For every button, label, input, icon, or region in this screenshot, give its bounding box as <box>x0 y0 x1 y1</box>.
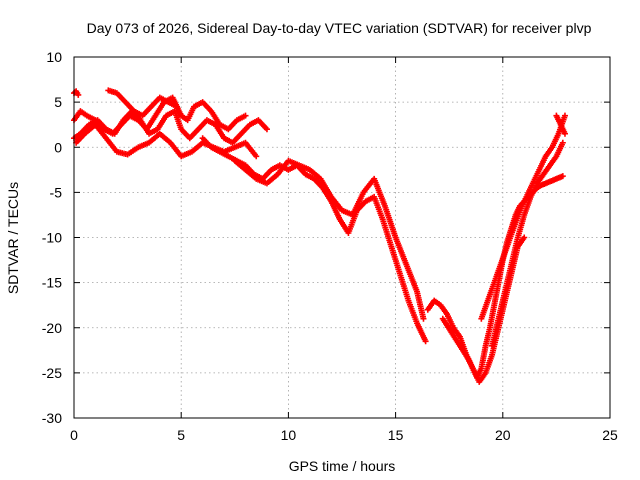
y-tick-label: 5 <box>54 94 62 110</box>
data-point <box>521 234 528 241</box>
series-track-j <box>478 112 568 322</box>
series-track-b <box>71 108 270 146</box>
series-track-f <box>199 135 429 345</box>
data-points <box>71 87 568 385</box>
series-track-e <box>71 88 82 98</box>
data-point <box>559 139 566 146</box>
y-tick-label: -30 <box>42 410 62 426</box>
gridlines <box>74 57 610 418</box>
data-point <box>559 173 566 180</box>
y-tick-label: -15 <box>42 275 62 291</box>
series-track-g <box>231 157 427 322</box>
chart-title: Day 073 of 2026, Sidereal Day-to-day VTE… <box>87 20 592 36</box>
y-tick-label: -10 <box>42 230 62 246</box>
data-point <box>242 112 249 119</box>
x-axis-label: GPS time / hours <box>289 458 396 474</box>
y-axis-label: SDTVAR / TECUs <box>5 182 21 294</box>
y-tick-label: 0 <box>54 139 62 155</box>
x-tick-label: 10 <box>281 427 297 443</box>
x-tick-label: 5 <box>177 427 185 443</box>
axis-ticks: 0 5 10 15 20 25 -30 -25 -20 -15 -10 -5 0 5 10 <box>42 49 618 443</box>
x-tick-label: 20 <box>495 427 511 443</box>
y-tick-label: -25 <box>42 365 62 381</box>
x-tick-label: 0 <box>70 427 78 443</box>
data-point <box>561 112 568 119</box>
x-tick-label: 25 <box>602 427 618 443</box>
series-track-i <box>439 173 566 381</box>
y-tick-label: -20 <box>42 320 62 336</box>
data-point <box>422 338 429 345</box>
data-point <box>173 103 180 110</box>
data-point <box>561 130 568 137</box>
series-track-d <box>105 87 180 119</box>
data-point <box>420 315 427 322</box>
data-point <box>253 153 260 160</box>
data-point <box>75 91 82 98</box>
x-tick-label: 15 <box>388 427 404 443</box>
series-track-k <box>489 139 566 349</box>
series-track-l <box>553 112 568 137</box>
y-tick-label: -5 <box>50 184 63 200</box>
series-track-h <box>424 234 528 385</box>
y-tick-label: 10 <box>46 49 62 65</box>
data-point <box>263 126 270 133</box>
